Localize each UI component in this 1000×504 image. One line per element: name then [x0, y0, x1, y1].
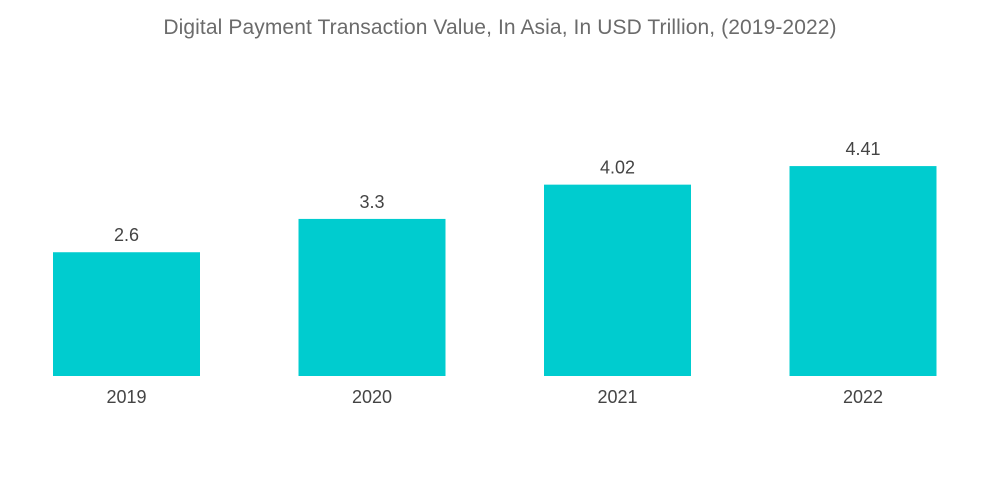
bars-layer — [53, 166, 937, 376]
x-tick-label-2020: 2020 — [352, 387, 392, 407]
bar-2022 — [789, 166, 937, 376]
x-tick-label-2022: 2022 — [843, 387, 883, 407]
value-label-2020: 3.3 — [359, 192, 384, 212]
bar-2021 — [544, 184, 691, 376]
value-label-2021: 4.02 — [600, 158, 635, 178]
value-label-2019: 2.6 — [114, 225, 139, 245]
x-tick-label-2019: 2019 — [106, 387, 146, 407]
value-labels-layer: 2.6 3.3 4.02 4.41 — [114, 139, 881, 245]
x-axis-tick-labels: 2019 2020 2021 2022 — [106, 387, 883, 407]
chart-title: Digital Payment Transaction Value, In As… — [163, 16, 837, 39]
bar-2020 — [298, 218, 446, 376]
x-tick-label-2021: 2021 — [597, 387, 637, 407]
value-label-2022: 4.41 — [845, 139, 880, 159]
bar-2019 — [53, 252, 200, 376]
